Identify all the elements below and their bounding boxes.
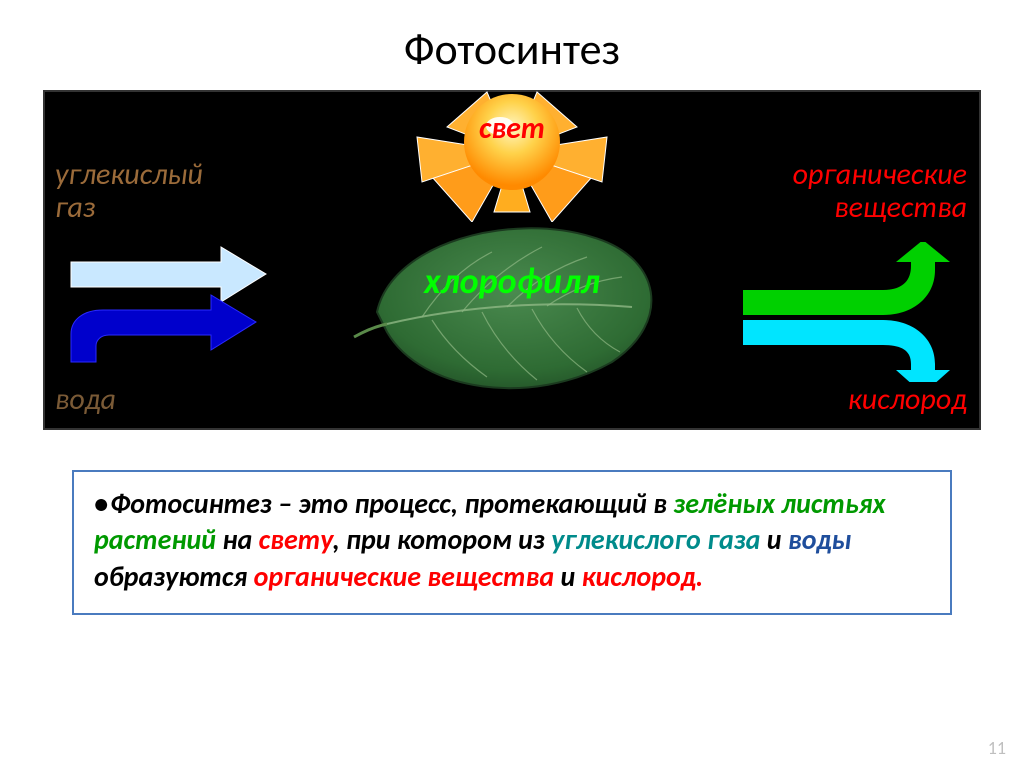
definition-text: Фотосинтез – это процесс, протекающий в …	[94, 486, 885, 594]
label-light: свет	[479, 112, 545, 145]
label-chlorophyll: хлорофилл	[424, 262, 600, 302]
definition-box: •Фотосинтез – это процесс, протекающий в…	[72, 470, 952, 615]
label-organic: органические вещества	[793, 158, 967, 224]
output-arrows-icon	[733, 242, 963, 382]
bullet-icon: •	[94, 486, 108, 521]
sun-icon	[362, 82, 662, 222]
label-water: вода	[55, 383, 116, 416]
page-title: Фотосинтез	[0, 0, 1024, 90]
label-oxygen: кислород	[848, 383, 967, 416]
photosynthesis-diagram: свет углекислый газ органические веществ…	[43, 90, 981, 430]
input-arrows-icon	[61, 242, 291, 372]
page-number: 11	[988, 737, 1006, 759]
label-co2: углекислый газ	[55, 158, 203, 224]
